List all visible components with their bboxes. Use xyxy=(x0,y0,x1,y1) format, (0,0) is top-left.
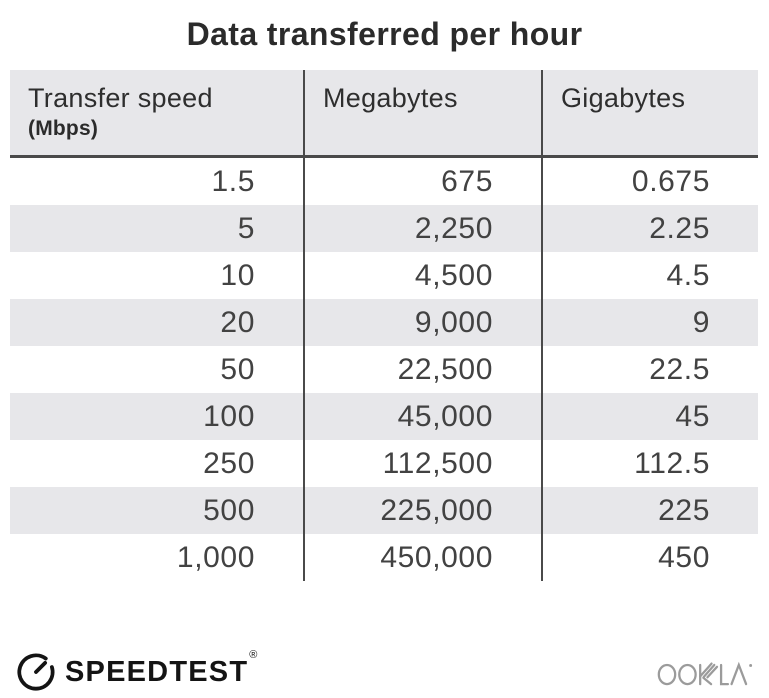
table-cell: 1.5 xyxy=(211,164,255,198)
table-row: 10 4,500 4.5 xyxy=(10,252,758,299)
table-cell: 9,000 xyxy=(303,299,541,346)
table-cell: 9 xyxy=(541,299,758,346)
column-header-label: Transfer speed xyxy=(28,83,213,113)
table-cell: 1,000 xyxy=(176,540,255,574)
table-cell: 225 xyxy=(541,487,758,534)
table-cell: 250 xyxy=(203,446,255,480)
table-cell: 112,500 xyxy=(303,440,541,487)
table-body: 1.5 675 0.675 5 2,250 2.25 10 4,500 4.5 20 9,000 9 5… xyxy=(10,158,758,581)
table-cell: 450,000 xyxy=(303,534,541,581)
table-row: 5 2,250 2.25 xyxy=(10,205,758,252)
table-cell: 675 xyxy=(303,158,541,205)
table-cell: 112.5 xyxy=(541,440,758,487)
table-row: 250 112,500 112.5 xyxy=(10,440,758,487)
table-row: 50 22,500 22.5 xyxy=(10,346,758,393)
table-cell: 22.5 xyxy=(541,346,758,393)
column-header-label: Gigabytes xyxy=(561,83,686,113)
table-cell: 5 xyxy=(237,211,255,245)
table-cell: 450 xyxy=(541,534,758,581)
table-cell: 500 xyxy=(203,493,255,527)
speedtest-logo: SPEEDTEST® xyxy=(16,648,259,692)
registered-trademark-symbol: ® xyxy=(249,648,259,661)
speedometer-gauge-icon xyxy=(17,653,55,691)
speedtest-wordmark: SPEEDTEST® xyxy=(65,648,259,688)
table-cell: 45 xyxy=(541,393,758,440)
column-header-label: Megabytes xyxy=(323,83,458,113)
data-table: Transfer speed (Mbps) Megabytes Gigabyte… xyxy=(10,70,758,581)
table-cell: 225,000 xyxy=(303,487,541,534)
table-row: 100 45,000 45 xyxy=(10,393,758,440)
column-header-gigabytes: Gigabytes xyxy=(541,70,758,155)
column-header-unit: (Mbps) xyxy=(28,117,99,141)
table-cell: 100 xyxy=(203,399,255,433)
column-header-megabytes: Megabytes xyxy=(303,70,541,155)
table-cell: 20 xyxy=(220,305,255,339)
table-cell: 4.5 xyxy=(541,252,758,299)
table-cell: 50 xyxy=(220,352,255,386)
table-cell: 22,500 xyxy=(303,346,541,393)
table-row: 20 9,000 9 xyxy=(10,299,758,346)
table-row: 500 225,000 225 xyxy=(10,487,758,534)
table-cell: 2,250 xyxy=(303,205,541,252)
table-header-row: Transfer speed (Mbps) Megabytes Gigabyte… xyxy=(10,70,758,158)
page-title: Data transferred per hour xyxy=(186,16,583,52)
table-cell: 2.25 xyxy=(541,205,758,252)
ookla-wordmark-icon xyxy=(657,661,753,686)
table-cell: 4,500 xyxy=(303,252,541,299)
column-header-transfer-speed: Transfer speed (Mbps) xyxy=(10,70,303,155)
table-cell: 45,000 xyxy=(303,393,541,440)
table-row: 1.5 675 0.675 xyxy=(10,158,758,205)
table-row: 1,000 450,000 450 xyxy=(10,534,758,581)
ookla-logo: OOKLA xyxy=(657,650,757,690)
table-cell: 0.675 xyxy=(541,158,758,205)
table-cell: 10 xyxy=(220,258,255,292)
